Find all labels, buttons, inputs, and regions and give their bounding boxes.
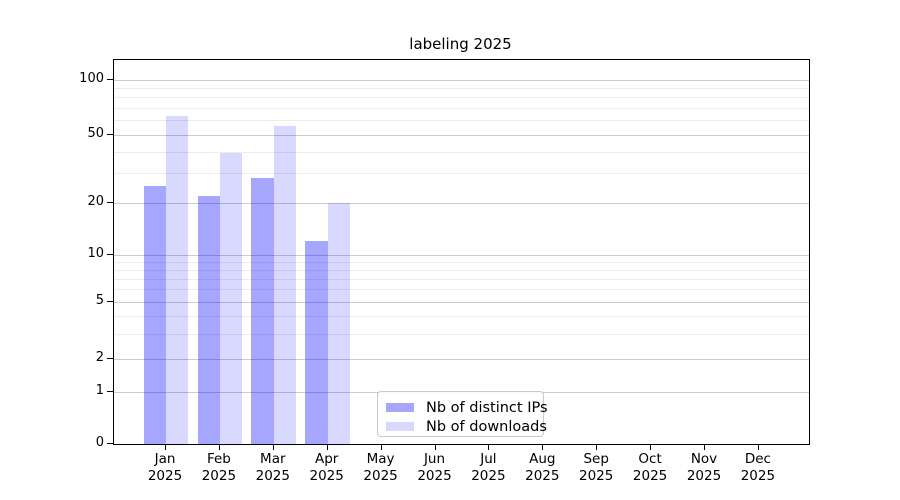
y-gridline-major (114, 359, 809, 360)
y-tick-label: 5 (95, 292, 104, 308)
x-tick-mark (165, 444, 166, 450)
x-tick-mark (218, 444, 220, 450)
x-tick-label: Aug 2025 (525, 451, 560, 484)
x-tick-mark (596, 444, 598, 450)
x-tick-label: Jun 2025 (417, 451, 452, 484)
x-tick-mark (434, 444, 436, 450)
bar-downloads-mar (273, 125, 297, 444)
y-tick-mark (107, 78, 113, 80)
y-tick-label: 50 (87, 126, 104, 141)
x-tick-mark (542, 444, 544, 450)
y-gridline-minor (114, 289, 809, 291)
y-gridline-minor (114, 262, 809, 264)
legend-label-distinct-ips: Nb of distinct IPs (426, 399, 548, 416)
x-tick-label: Oct 2025 (632, 451, 668, 484)
y-tick-mark (107, 202, 113, 203)
x-tick-label: May 2025 (363, 451, 398, 484)
y-gridline-major (114, 203, 809, 204)
bar-downloads-feb (219, 153, 243, 444)
y-gridline-minor (114, 97, 809, 99)
x-tick-label: Dec 2025 (740, 451, 776, 484)
y-gridline-minor (114, 278, 809, 280)
x-tick-label: Apr 2025 (309, 451, 344, 484)
legend: Nb of distinct IPs Nb of downloads (377, 391, 548, 437)
y-tick-label: 2 (95, 350, 104, 365)
y-tick-label: 100 (79, 70, 104, 86)
y-gridline-minor (114, 315, 809, 317)
y-gridline-minor (114, 269, 809, 271)
y-tick-label: 0 (95, 435, 104, 450)
y-gridline-minor (114, 333, 809, 335)
y-gridline-major (114, 79, 809, 81)
x-tick-mark (380, 444, 382, 450)
legend-item-downloads: Nb of downloads (386, 417, 547, 436)
x-tick-mark (326, 444, 328, 450)
y-tick-label: 1 (95, 382, 104, 398)
chart-title: labeling 2025 (409, 35, 512, 53)
y-gridline-minor (114, 172, 809, 174)
y-gridline-major (114, 135, 809, 136)
bar-distinct-ips-mar (251, 178, 274, 444)
y-gridline-minor (114, 151, 809, 153)
legend-item-distinct-ips: Nb of distinct IPs (386, 398, 548, 417)
bar-distinct-ips-feb (197, 195, 220, 444)
y-tick-mark (107, 358, 113, 359)
y-tick-mark (107, 134, 113, 135)
y-gridline-major (114, 255, 809, 256)
x-tick-label: Jul 2025 (471, 451, 506, 484)
y-tick-label: 20 (87, 194, 104, 209)
y-tick-mark (107, 443, 113, 444)
x-tick-mark (704, 444, 705, 450)
y-gridline-major (114, 301, 809, 303)
y-tick-mark (107, 390, 113, 392)
bar-downloads-jan (166, 116, 189, 444)
x-tick-mark (757, 444, 759, 450)
x-tick-label: Feb 2025 (201, 451, 237, 484)
bar-distinct-ips-jan (143, 186, 166, 444)
x-tick-label: Jan 2025 (147, 451, 183, 484)
y-tick-label: 10 (87, 246, 104, 261)
bar-distinct-ips-apr (305, 241, 328, 444)
x-tick-label: Sep 2025 (579, 451, 614, 484)
x-tick-label: Nov 2025 (686, 451, 722, 484)
legend-swatch-distinct-ips (386, 403, 414, 412)
x-tick-mark (272, 444, 274, 450)
x-tick-label: Mar 2025 (255, 451, 290, 484)
y-gridline-minor (114, 87, 809, 89)
x-tick-mark (488, 444, 490, 450)
y-gridline-minor (114, 120, 809, 122)
legend-swatch-downloads (386, 422, 414, 431)
y-gridline-minor (114, 108, 809, 110)
y-tick-mark (107, 254, 113, 255)
plot-area (113, 59, 810, 445)
bar-downloads-apr (327, 203, 351, 444)
x-tick-mark (650, 444, 652, 450)
legend-label-downloads: Nb of downloads (426, 418, 547, 435)
y-tick-mark (107, 300, 113, 302)
